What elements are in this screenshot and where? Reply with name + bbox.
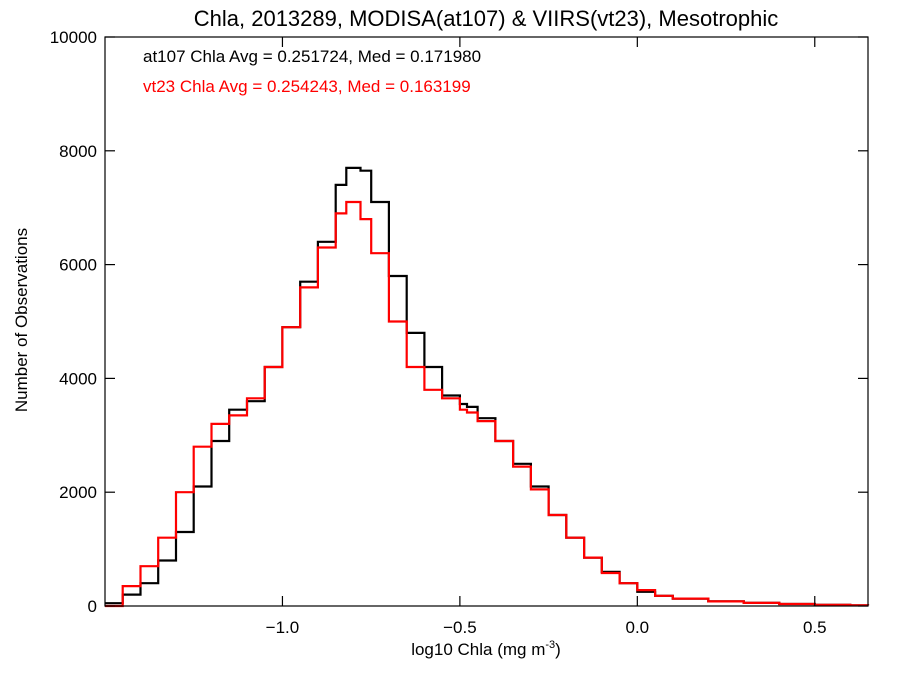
- y-tick-label: 6000: [59, 256, 97, 275]
- x-tick-label: 0.0: [626, 618, 650, 637]
- annotation-1: at107 Chla Avg = 0.251724, Med = 0.17198…: [143, 47, 481, 66]
- series-at107-line: [105, 166, 870, 607]
- annotations: at107 Chla Avg = 0.251724, Med = 0.17198…: [143, 47, 481, 96]
- x-tick-label: −1.0: [266, 618, 300, 637]
- y-tick-label: 0: [88, 597, 97, 616]
- x-tick-label: −0.5: [443, 618, 477, 637]
- x-axis: −1.0 −0.5 0.0 0.5: [266, 37, 827, 637]
- x-tick-label: 0.5: [803, 618, 827, 637]
- x-axis-label: log10 Chla (mg m-3): [411, 639, 561, 659]
- y-axis: 0 2000 4000 6000 8000 10000: [50, 28, 868, 616]
- y-tick-label: 10000: [50, 28, 97, 47]
- plot-frame: [104, 36, 869, 607]
- series-vt23-line: [105, 200, 870, 608]
- chart-title: Chla, 2013289, MODISA(at107) & VIIRS(vt2…: [194, 6, 778, 31]
- y-axis-label: Number of Observations: [12, 228, 31, 412]
- series-lines: [105, 166, 870, 608]
- y-tick-label: 8000: [59, 142, 97, 161]
- y-tick-label: 4000: [59, 369, 97, 388]
- y-tick-label: 2000: [59, 483, 97, 502]
- annotation-2: vt23 Chla Avg = 0.254243, Med = 0.163199: [143, 77, 471, 96]
